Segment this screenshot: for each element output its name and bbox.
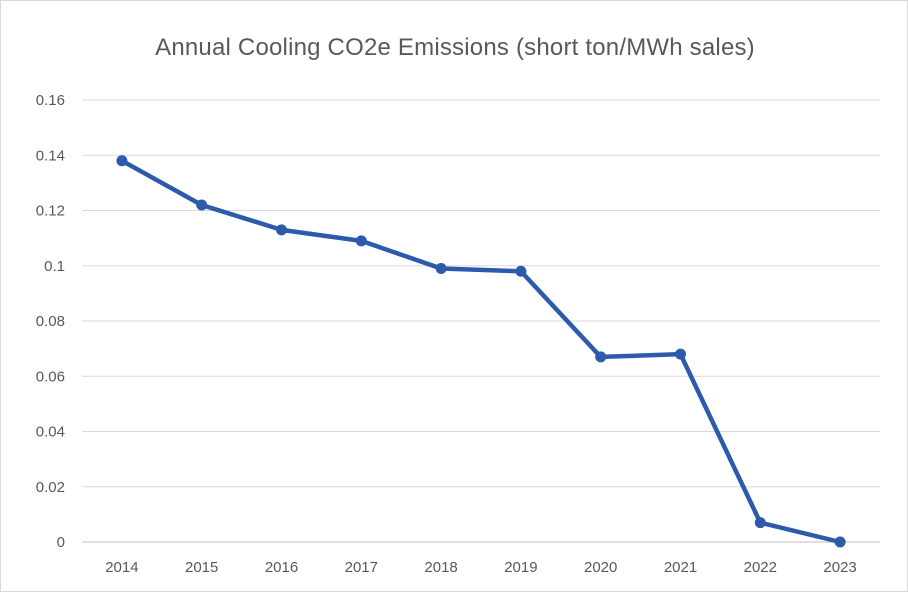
x-tick-label: 2023 [823,559,856,576]
x-tick-label: 2017 [345,559,378,576]
series-line [119,158,843,545]
data-point [834,536,846,548]
data-point [515,265,527,277]
x-tick-label: 2018 [424,559,457,576]
data-point [675,348,686,360]
x-tick-label: 2015 [185,559,218,576]
y-tick-label: 0.02 [36,479,65,496]
x-tick-label: 2014 [105,559,138,576]
x-tick-label: 2016 [265,559,298,576]
data-point [276,224,287,236]
x-tick-label: 2020 [584,559,617,576]
chart-title: Annual Cooling CO2e Emissions (short ton… [155,34,755,61]
x-tick-label: 2021 [664,559,697,576]
data-point [196,199,208,211]
data-point [754,517,766,529]
y-tick-label: 0.06 [36,368,65,385]
y-tick-label: 0.16 [36,92,65,109]
data-point [116,155,128,167]
y-tick-label: 0.04 [36,424,65,441]
x-tick-label: 2022 [744,559,777,576]
y-tick-label: 0.14 [36,147,65,164]
x-tick-label: 2019 [504,559,537,576]
y-tick-label: 0 [57,534,65,551]
data-point [435,263,447,275]
y-tick-label: 0.08 [36,313,65,330]
data-point [595,351,607,363]
y-tick-label: 0.1 [44,258,65,275]
y-tick-label: 0.12 [36,203,65,220]
data-point [355,235,367,247]
